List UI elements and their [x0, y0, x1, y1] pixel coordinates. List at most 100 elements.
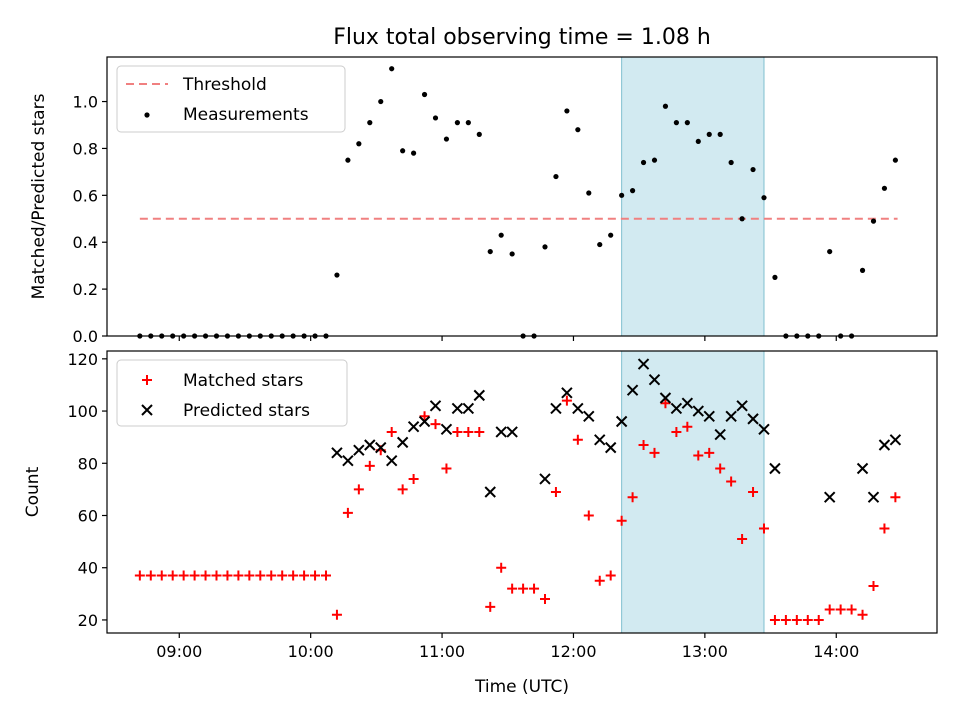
matched-star-point — [737, 534, 748, 544]
ratio-panel-frame — [106, 56, 938, 337]
measurement-point — [640, 159, 647, 166]
matched-star-point — [649, 447, 660, 458]
matched-star-point — [638, 440, 649, 450]
x-axis-label: Time (UTC) — [474, 677, 569, 697]
matched-star-point — [682, 421, 693, 432]
legend-box — [116, 65, 346, 133]
ratio-y-tick-label: 1.0 — [73, 93, 98, 112]
matched-star-point — [671, 426, 682, 437]
measurement-point — [859, 267, 866, 273]
observing-span-top — [621, 56, 765, 337]
measurement-point — [498, 232, 504, 238]
measurement-point — [356, 141, 362, 147]
measurement-point — [564, 108, 570, 114]
count-y-tick-label: 120 — [67, 350, 98, 369]
legend-predicted-swatch — [141, 404, 153, 416]
matched-star-point — [715, 463, 726, 474]
matched-star-point — [386, 426, 397, 437]
matched-star-point — [310, 570, 321, 581]
matched-star-point — [660, 398, 671, 409]
legend-matched-label: Matched stars — [183, 371, 303, 391]
measurement-point — [717, 131, 723, 137]
predicted-star-point — [385, 454, 398, 467]
predicted-star-point — [703, 410, 715, 422]
matched-star-point — [288, 570, 299, 581]
matched-star-point — [441, 463, 452, 474]
measurement-point — [389, 66, 395, 72]
matched-star-point — [200, 570, 211, 581]
matched-star-point — [769, 614, 780, 625]
matched-star-point — [233, 570, 244, 581]
matched-star-point — [813, 614, 824, 625]
measurement-point — [454, 120, 460, 126]
predicted-star-point — [353, 444, 365, 456]
observing-span-bottom — [621, 350, 765, 634]
measurement-point — [432, 115, 439, 121]
matched-star-point — [463, 426, 474, 437]
matched-star-point — [780, 614, 791, 625]
measurement-point — [421, 91, 428, 98]
predicted-star-point — [583, 410, 595, 422]
x-tick-label: 14:00 — [813, 642, 859, 661]
predicted-star-point — [473, 389, 486, 402]
measurement-point — [575, 127, 581, 133]
matched-star-point — [211, 570, 222, 581]
matched-star-point — [791, 614, 802, 625]
matched-star-point — [518, 583, 529, 594]
predicted-star-point — [648, 374, 661, 386]
predicted-star-point — [506, 426, 518, 438]
matched-star-point — [529, 583, 540, 594]
matched-star-point — [364, 460, 375, 471]
matched-star-point — [583, 510, 594, 521]
legend-predicted-label: Predicted stars — [183, 401, 310, 421]
x-tick-label: 09:00 — [156, 642, 202, 661]
predicted-star-point — [714, 428, 726, 441]
x-tick-label: 13:00 — [682, 642, 728, 661]
matched-star-point — [802, 614, 813, 625]
x-tick-label: 12:00 — [550, 642, 596, 661]
matched-star-point — [145, 570, 156, 581]
predicted-star-point — [670, 402, 683, 415]
matched-star-point — [430, 419, 441, 430]
matched-star-point — [222, 570, 233, 581]
matched-star-point — [627, 492, 638, 503]
predicted-star-point — [495, 426, 507, 438]
measurement-point — [827, 248, 833, 255]
matched-star-point — [879, 523, 890, 534]
matched-star-point — [824, 604, 835, 615]
predicted-star-point — [375, 441, 387, 454]
matched-star-point — [156, 570, 167, 581]
measurement-point — [553, 173, 559, 180]
matched-star-point — [857, 609, 868, 620]
matched-star-point — [277, 570, 288, 581]
count-legend: Matched stars Predicted stars — [116, 359, 348, 427]
x-tick-label: 10:00 — [288, 642, 334, 661]
measurement-point — [619, 192, 625, 198]
measurement-point — [608, 232, 614, 238]
predicted-star-point — [889, 434, 902, 446]
matched-star-point — [134, 570, 145, 581]
matched-star-point — [693, 450, 704, 461]
predicted-star-point — [331, 447, 343, 459]
matched-star-point — [572, 434, 583, 445]
ratio-legend: Threshold Measurements — [116, 65, 346, 133]
measurement-point — [597, 241, 603, 248]
measurement-point — [651, 157, 658, 163]
count-panel-frame — [106, 350, 938, 634]
count-y-axis-label: Count — [23, 466, 43, 517]
matched-star-point — [331, 609, 342, 620]
predicted-star-point — [440, 423, 453, 436]
predicted-star-point — [364, 439, 376, 451]
x-tick-label: 11:00 — [419, 642, 465, 661]
matched-star-point — [507, 583, 518, 594]
matched-star-point — [704, 447, 715, 458]
predicted-star-point — [615, 415, 628, 428]
matched-star-point — [846, 604, 857, 615]
ratio-y-axis-label: Matched/Predicted stars — [29, 93, 49, 299]
predicted-star-point — [692, 405, 705, 417]
predicted-star-point — [396, 436, 409, 449]
matched-star-point — [452, 426, 463, 437]
predicted-star-point — [561, 387, 573, 399]
predicted-star-point — [867, 491, 880, 503]
matched-star-point — [419, 411, 430, 422]
